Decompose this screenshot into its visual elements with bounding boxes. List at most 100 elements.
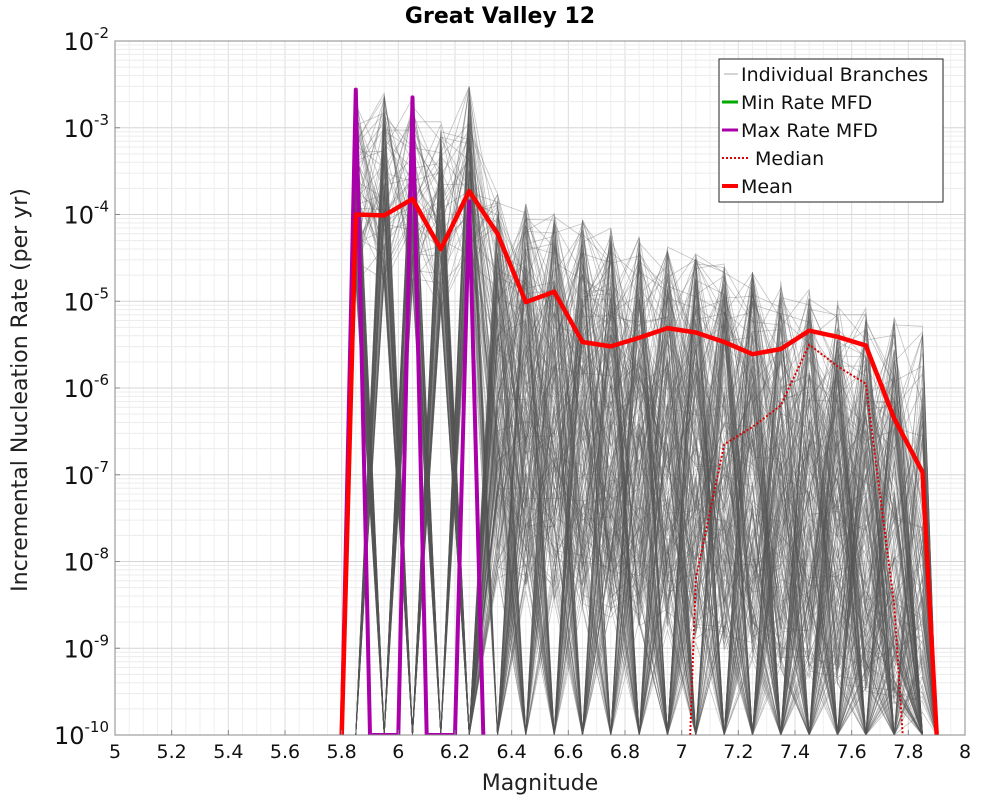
branch-curve <box>341 98 938 735</box>
branch-curve <box>341 229 937 735</box>
branch-curve <box>341 235 937 735</box>
branch-curve <box>341 159 938 735</box>
x-tick-label: 6 <box>392 741 404 763</box>
branch-curve <box>341 116 938 735</box>
branch-curve <box>341 169 938 735</box>
branch-curve <box>341 204 938 735</box>
branch-curve <box>341 236 937 735</box>
branch-curve <box>341 155 937 735</box>
summary-series <box>339 87 939 735</box>
branch-curve <box>341 96 937 735</box>
branch-curve <box>341 97 937 735</box>
branch-curve <box>341 114 937 735</box>
branch-curve <box>341 99 937 735</box>
branch-curve <box>341 95 937 735</box>
branch-curve <box>341 96 938 735</box>
y-axis-ticks: 10-10 10-9 10-8 10-7 10-6 10-5 10-4 10-3 10-2 <box>54 24 120 750</box>
branch-curve <box>341 120 937 735</box>
branch-curve <box>341 116 937 735</box>
branch-curve <box>341 173 937 735</box>
branch-curve <box>341 150 938 735</box>
branch-curve <box>341 220 938 735</box>
branch-curve <box>341 174 937 735</box>
branch-curve <box>341 193 938 735</box>
branch-curve <box>341 241 937 735</box>
y-tick-label: 10-6 <box>63 371 109 403</box>
branch-curve <box>341 137 938 735</box>
branch-curve <box>341 170 937 735</box>
branch-curve <box>341 116 938 735</box>
x-tick-label: 6.2 <box>440 741 470 763</box>
branch-curve <box>341 193 937 735</box>
branch-curve <box>341 112 938 735</box>
branch-curve <box>341 243 937 735</box>
x-tick-label: 5.2 <box>157 741 187 763</box>
branch-curve <box>341 259 937 735</box>
branch-curve <box>341 119 937 735</box>
series-mean <box>339 188 939 735</box>
legend-label-median: Median <box>755 148 824 170</box>
branch-curve <box>341 281 938 735</box>
branch-curve <box>341 272 937 735</box>
branch-curve <box>341 104 938 735</box>
y-axis-label: Incremental Nucleation Rate (per yr) <box>8 188 33 592</box>
x-axis-ticks: 5 5.2 5.4 5.6 5.8 6 6.2 6.4 6.6 6.8 7 7.2 7.4 7.6 7.8 8 <box>109 730 971 763</box>
series-median <box>689 343 904 735</box>
chart-title: Great Valley 12 <box>405 4 595 29</box>
branch-curve <box>341 155 938 735</box>
branch-curve <box>341 203 937 735</box>
branch-curve <box>341 158 938 735</box>
x-tick-label: 5.8 <box>327 741 357 763</box>
branch-curve <box>341 209 938 735</box>
branch-curve <box>341 143 937 735</box>
legend: Individual Branches Min Rate MFD Max Rat… <box>718 58 944 203</box>
branch-curve <box>341 96 938 735</box>
branch-curve <box>341 250 938 735</box>
branch-curve <box>341 139 937 735</box>
branch-curve <box>341 116 938 735</box>
branch-curve <box>341 135 937 735</box>
branch-curve <box>341 208 937 735</box>
branch-curve <box>341 146 938 735</box>
branch-curve <box>341 222 937 735</box>
y-tick-label: 10-2 <box>63 24 109 56</box>
branch-curve <box>341 217 938 735</box>
branch-curve <box>341 252 938 735</box>
x-tick-label: 7.4 <box>780 741 810 763</box>
branch-curve <box>341 167 937 735</box>
branch-curve <box>341 212 937 735</box>
branch-curve <box>341 127 937 735</box>
branch-curve <box>341 148 938 735</box>
series-max-rate-mfd <box>339 87 486 735</box>
branch-curve <box>341 249 937 735</box>
branch-curve <box>341 265 937 735</box>
branch-curve <box>341 111 938 735</box>
branch-curve <box>341 207 938 735</box>
branch-curve <box>341 103 938 735</box>
branch-curve <box>341 135 937 735</box>
branch-curve <box>341 201 938 735</box>
branch-curve <box>341 186 937 735</box>
branch-curve <box>341 109 938 735</box>
branch-curve <box>341 179 937 735</box>
branch-curve <box>341 138 937 735</box>
branch-curve <box>341 188 937 735</box>
branch-curve <box>341 162 938 735</box>
branch-curve <box>341 116 937 735</box>
branch-curve <box>341 209 937 735</box>
branch-curve <box>341 146 938 735</box>
branch-curve <box>341 240 937 735</box>
branch-curve <box>341 193 937 735</box>
branch-curve <box>341 130 937 735</box>
branch-curve <box>341 163 937 735</box>
branch-curve <box>341 208 937 735</box>
branch-curve <box>341 151 937 735</box>
x-tick-label: 5.4 <box>213 741 243 763</box>
branch-curve <box>341 142 937 735</box>
branch-curve <box>341 180 937 735</box>
branch-curve <box>341 89 937 735</box>
branch-curve <box>341 191 938 735</box>
branch-curve <box>341 86 937 735</box>
branch-curve <box>341 149 938 735</box>
branch-curve <box>341 234 937 735</box>
